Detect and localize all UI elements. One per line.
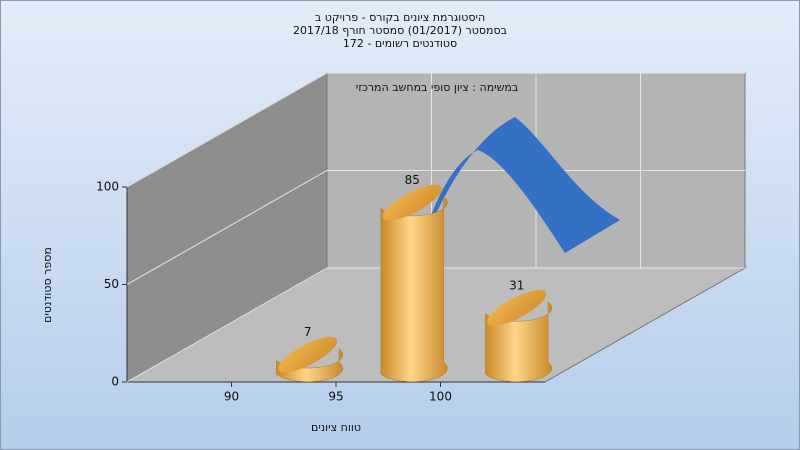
chart-title: בסמסטר (01/2017) סמסטר חורף 2017/18 [293,24,507,37]
x-tick-label: 100 [429,390,452,404]
x-axis-label: טווח ציונים [311,421,361,434]
bar-body [276,348,343,382]
x-tick-label: 90 [224,390,239,404]
value-label: 31 [509,278,524,292]
bar-top [487,289,547,326]
bar-top [382,184,442,221]
x-tick-label: 95 [328,390,343,404]
bar [380,184,448,382]
bar [485,289,552,382]
value-label: 85 [405,173,420,187]
grid-line [126,72,745,188]
annotation: במשימה : ציון סופי במחשב המרכזי [356,81,519,94]
grid-line [126,267,745,383]
bar [276,336,343,382]
y-axis-label: מספר סטודנטים [41,247,54,323]
y-tick-label: 100 [96,180,119,194]
grid-line [126,170,745,285]
y-tick-label: 0 [111,375,119,389]
bar-body [380,196,448,382]
value-label: 7 [304,325,312,339]
y-tick-label: 50 [104,277,119,291]
grid [122,72,745,387]
chart-title: סטודנטים רשומים - 172 [343,37,457,50]
bar-top [278,336,338,373]
chart-title: היסטוגרמת ציונים בקורס - פרויקט ב [315,11,485,24]
bars: 7 85 31 [276,173,552,382]
distribution-curve [418,117,620,255]
